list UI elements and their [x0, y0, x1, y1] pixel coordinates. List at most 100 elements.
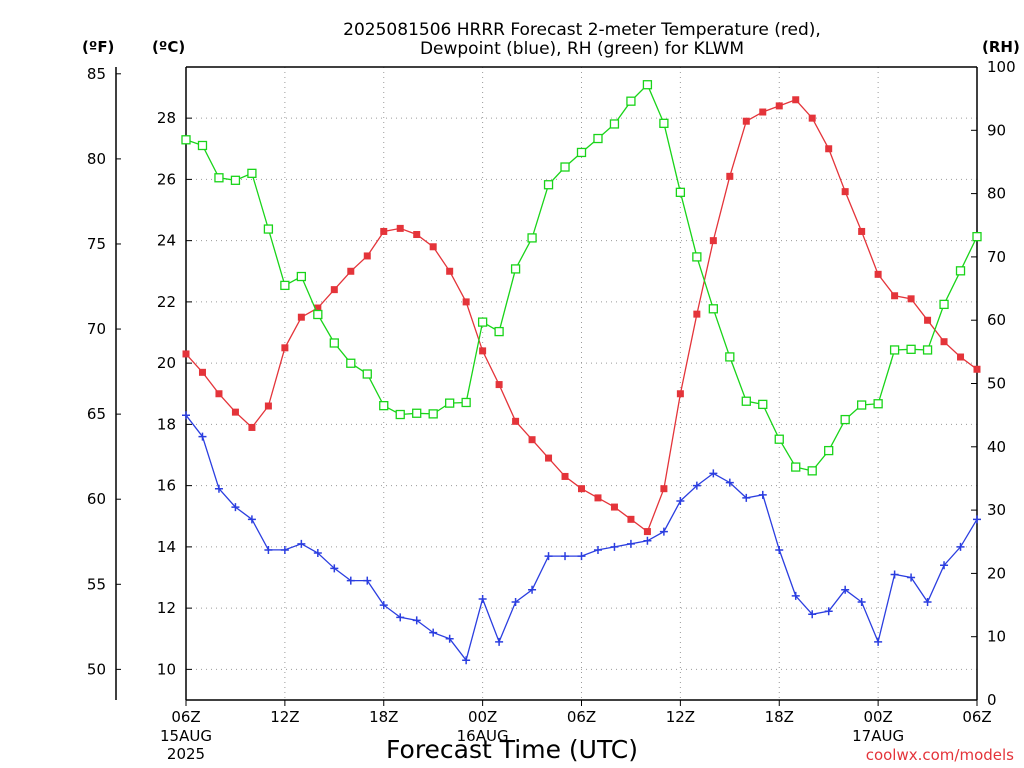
- unit-label-fahrenheit: (ºF): [82, 38, 114, 56]
- temperature-point: [808, 114, 816, 122]
- temperature-point: [347, 267, 355, 275]
- dewpoint-point: [297, 539, 306, 548]
- dewpoint-point: [561, 552, 570, 561]
- rh-point: [873, 399, 883, 409]
- dewpoint-point: [940, 561, 949, 570]
- x-tick-year-label: 2025: [167, 745, 205, 763]
- rh-point: [510, 264, 521, 274]
- x-tick-label: 00Z: [468, 708, 497, 726]
- temperature-point: [676, 390, 684, 398]
- rh-tick-label: 70: [987, 248, 1006, 266]
- dewpoint-point: [907, 573, 916, 582]
- dewpoint-point: [429, 628, 438, 637]
- fahrenheit-tick-label: 50: [87, 660, 106, 678]
- temperature-point: [693, 310, 701, 318]
- rh-point: [642, 80, 653, 90]
- x-tick-label: 06Z: [962, 708, 991, 726]
- dewpoint-point: [593, 545, 602, 554]
- temperature-point: [446, 267, 454, 275]
- temperature-point: [297, 313, 305, 321]
- temperature-point: [462, 298, 470, 306]
- rh-point: [560, 162, 570, 172]
- dewpoint-point: [182, 411, 190, 420]
- rh-point: [972, 231, 982, 242]
- x-tick-label: 00Z: [863, 708, 892, 726]
- rh-point: [741, 396, 751, 406]
- rh-point: [346, 358, 356, 368]
- rh-point: [840, 414, 850, 425]
- rh-point: [774, 434, 784, 444]
- celsius-tick-label: 18: [157, 415, 176, 433]
- x-tick-label: 12Z: [270, 708, 299, 726]
- celsius-tick-label: 28: [157, 109, 176, 127]
- dewpoint-point: [313, 549, 322, 558]
- rh-point: [280, 280, 290, 291]
- chart-title-line1: 2025081506 HRRR Forecast 2-meter Tempera…: [343, 20, 821, 40]
- x-tick-date-label: 15AUG: [160, 727, 212, 745]
- temperature-point: [907, 295, 915, 303]
- temperature-point: [264, 402, 272, 410]
- fahrenheit-tick-label: 85: [87, 65, 106, 83]
- dewpoint-point: [890, 570, 899, 579]
- rh-point: [445, 398, 455, 408]
- dewpoint-point: [214, 484, 223, 493]
- x-tick-date-label: 17AUG: [852, 727, 904, 745]
- celsius-tick-label: 16: [157, 477, 176, 495]
- rh-point: [955, 266, 966, 276]
- rh-tick-label: 20: [987, 564, 1006, 582]
- celsius-tick-label: 20: [157, 354, 176, 372]
- temperature-point: [841, 188, 849, 196]
- rh-point: [824, 445, 834, 456]
- dewpoint-point: [462, 656, 471, 665]
- temperature-point: [874, 270, 882, 278]
- dewpoint-point: [511, 598, 520, 607]
- dewpoint-point: [478, 594, 487, 603]
- temperature-point: [561, 472, 569, 480]
- rh-point: [593, 133, 603, 144]
- rh-point: [247, 168, 257, 178]
- temperature-point: [578, 485, 585, 493]
- chart-title-line2: Dewpoint (blue), RH (green) for KLWM: [420, 39, 744, 59]
- dewpoint-point: [396, 613, 405, 622]
- rh-point: [889, 345, 900, 355]
- rh-point: [922, 345, 933, 355]
- dewpoint-point: [264, 545, 273, 554]
- dewpoint-point: [610, 542, 619, 551]
- rh-point: [659, 118, 669, 128]
- dewpoint-point: [676, 496, 685, 505]
- dewpoint-point: [495, 637, 504, 646]
- temperature-point: [660, 485, 668, 493]
- rh-point: [197, 140, 208, 151]
- celsius-tick-label: 24: [157, 232, 176, 250]
- rh-tick-label: 90: [987, 121, 1006, 139]
- dewpoint-point: [874, 637, 883, 646]
- rh-point: [214, 173, 224, 183]
- rh-point: [939, 299, 949, 310]
- temperature-point: [215, 390, 223, 398]
- celsius-tick-label: 10: [157, 660, 176, 678]
- rh-point: [675, 187, 686, 197]
- celsius-tick-label: 14: [157, 538, 176, 556]
- dewpoint-point: [709, 469, 718, 478]
- temperature-point: [248, 423, 256, 431]
- temperature-point: [182, 350, 190, 358]
- temperature-point: [545, 454, 553, 462]
- dewpoint-point: [346, 576, 355, 585]
- rh-point: [412, 408, 422, 418]
- rh-point: [329, 338, 339, 348]
- celsius-tick-label: 22: [157, 293, 176, 311]
- dewpoint-point: [330, 564, 339, 573]
- dewpoint-point: [363, 576, 372, 585]
- temperature-point: [709, 237, 717, 245]
- dewpoint-point: [379, 601, 388, 610]
- fahrenheit-tick-label: 80: [87, 150, 106, 168]
- rh-tick-label: 10: [987, 628, 1006, 646]
- fahrenheit-tick-label: 55: [87, 575, 106, 593]
- temperature-series: [182, 96, 981, 536]
- dewpoint-point: [577, 552, 586, 561]
- rh-tick-label: 60: [987, 311, 1006, 329]
- rh-point: [527, 233, 537, 243]
- axes-layer: 50 55 60 65 70 75 80 85 10 12 14 16 18 20 22 24 26 28 0 10 2…: [87, 58, 1016, 763]
- series-layer: [181, 80, 982, 665]
